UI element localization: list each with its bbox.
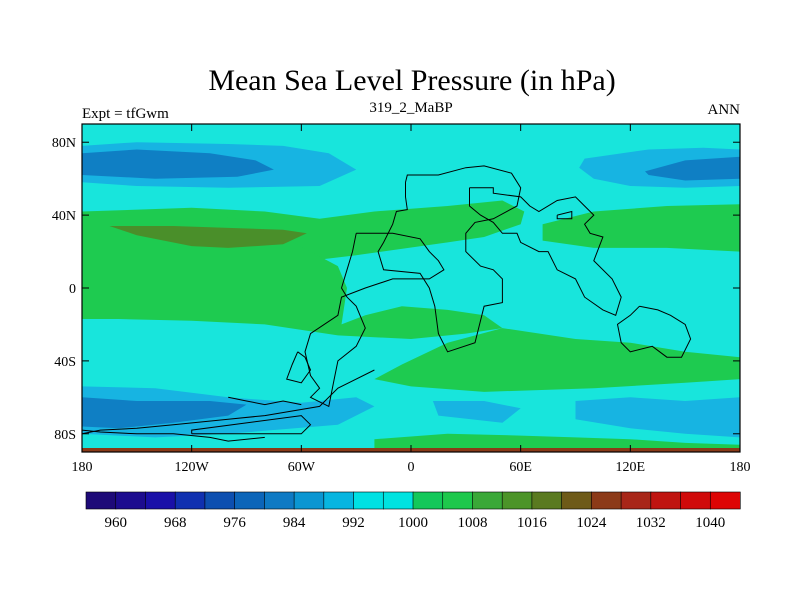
colorbar-swatch	[353, 491, 384, 510]
subtitle-left: Expt = tfGwm	[82, 106, 169, 122]
colorbar-swatch	[472, 491, 503, 510]
x-tick-label: 180	[730, 460, 751, 475]
coastline	[377, 165, 522, 353]
y-axis: 80N 40N 0 40S 80S	[52, 136, 740, 443]
x-axis: 180 120W 60W 0 60E 120E 180	[72, 124, 751, 475]
pressure-region	[374, 328, 740, 392]
colorbar: 960 968 976 984 992 1000 1008 1016 1024 1032 1040	[85, 491, 741, 531]
x-tick-label: 120W	[175, 460, 210, 475]
coastline	[469, 187, 622, 316]
colorbar-swatch	[561, 491, 592, 510]
colorbar-label: 1024	[576, 515, 607, 531]
colorbar-swatch	[501, 491, 533, 510]
colorbar-label: 1032	[636, 515, 666, 531]
colorbar-label: 984	[283, 515, 306, 531]
coastline	[82, 369, 375, 435]
pressure-region	[82, 149, 274, 179]
colorbar-label: 1016	[517, 515, 548, 531]
y-tick-label: 40N	[52, 209, 76, 224]
pressure-region	[82, 397, 247, 429]
pressure-region	[432, 401, 521, 423]
colorbar-swatch	[85, 491, 117, 510]
coastline	[191, 415, 312, 435]
x-tick-label: 60E	[509, 460, 532, 475]
coastline	[228, 396, 302, 406]
colorbar-swatch	[620, 491, 652, 510]
coastline	[304, 232, 445, 408]
colorbar-swatch	[382, 491, 414, 510]
colorbar-swatch	[234, 491, 265, 510]
x-tick-label: 60W	[288, 460, 316, 475]
y-tick-label: 40S	[54, 355, 76, 370]
colorbar-swatch	[531, 491, 563, 510]
colorbar-label: 960	[104, 515, 127, 531]
subtitle-center: 319_2_MaBP	[369, 100, 452, 116]
colorbar-swatch	[264, 491, 295, 510]
colorbar-swatch	[174, 491, 206, 510]
colorbar-swatch	[115, 491, 147, 510]
pressure-region	[575, 397, 740, 438]
coastlines	[82, 165, 692, 442]
x-tick-label: 180	[72, 460, 93, 475]
x-tick-label: 0	[408, 460, 415, 475]
colorbar-swatch	[650, 491, 682, 510]
colorbar-label: 1008	[458, 515, 488, 531]
colorbar-swatch	[442, 491, 474, 510]
pressure-region	[645, 156, 740, 181]
colorbar-swatch	[680, 491, 711, 510]
colorbar-label: 992	[342, 515, 365, 531]
colorbar-label: 968	[164, 515, 187, 531]
colorbar-swatch	[293, 491, 325, 510]
colorbar-label: 976	[223, 515, 246, 531]
colorbar-label: 1000	[398, 515, 428, 531]
plot-area	[82, 124, 740, 452]
coastline	[616, 305, 692, 358]
pressure-region	[109, 226, 307, 248]
y-tick-label: 80S	[54, 428, 76, 443]
colorbar-swatch	[709, 491, 741, 510]
colorbar-swatch	[145, 491, 176, 510]
colorbar-swatch	[412, 491, 444, 510]
coastline	[82, 429, 265, 442]
y-tick-label: 80N	[52, 136, 76, 151]
x-tick-label: 120E	[616, 460, 646, 475]
coastline	[556, 210, 573, 220]
subtitle-right: ANN	[708, 102, 741, 118]
y-tick-label: 0	[69, 282, 76, 297]
pressure-regions	[82, 124, 740, 452]
colorbar-label: 1040	[695, 515, 725, 531]
colorbar-swatch	[591, 491, 622, 510]
colorbar-swatch	[323, 491, 355, 510]
chart-title: Mean Sea Level Pressure (in hPa)	[208, 64, 615, 97]
colorbar-swatch	[204, 491, 236, 510]
coastline	[286, 351, 312, 384]
pressure-region	[374, 433, 740, 452]
pressure-region	[542, 204, 740, 252]
